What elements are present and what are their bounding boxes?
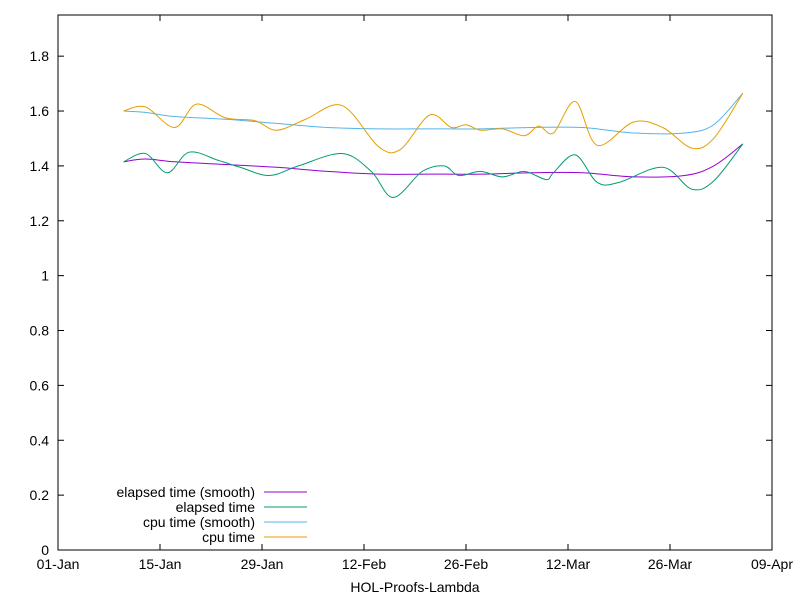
y-tick-label: 1.4 [30,158,50,174]
x-tick-label: 12-Feb [342,556,387,572]
y-tick-label: 0.6 [30,377,50,393]
x-tick-label: 15-Jan [139,556,182,572]
plot-frame [57,14,773,551]
y-tick-label: 0.4 [30,432,50,448]
legend-label-3: cpu time [202,529,255,545]
series-line-3 [123,92,744,154]
y-tick-label: 0 [41,542,49,558]
x-tick-label: 12-Mar [546,556,591,572]
legend-label-1: elapsed time [176,499,256,515]
y-tick-label: 1.2 [30,213,50,229]
series-line-1 [123,143,744,198]
x-tick-label: 26-Mar [648,556,693,572]
series-layer [123,92,744,198]
x-axis-title: HOL-Proofs-Lambda [350,579,479,595]
legend-label-2: cpu time (smooth) [143,514,255,530]
x-tick-label: 26-Feb [444,556,489,572]
y-tick-label: 1.8 [30,48,50,64]
series-line-0 [123,143,744,178]
x-tick-label: 01-Jan [37,556,80,572]
y-tick-label: 1 [41,268,49,284]
x-tick-label: 29-Jan [241,556,284,572]
y-tick-label: 0.8 [30,323,50,339]
y-axis-ticks: 0 0.2 0.4 0.6 0.8 1 1.2 1.4 1.6 1.8 [30,48,772,558]
legend-label-0: elapsed time (smooth) [116,484,255,500]
y-tick-label: 1.6 [30,103,50,119]
y-tick-label: 0.2 [30,487,50,503]
x-axis-ticks: 01-Jan 15-Jan 29-Jan 12-Feb 26-Feb 12-Mar 26-M… [37,15,793,572]
x-tick-label: 09-Apr [751,556,793,572]
